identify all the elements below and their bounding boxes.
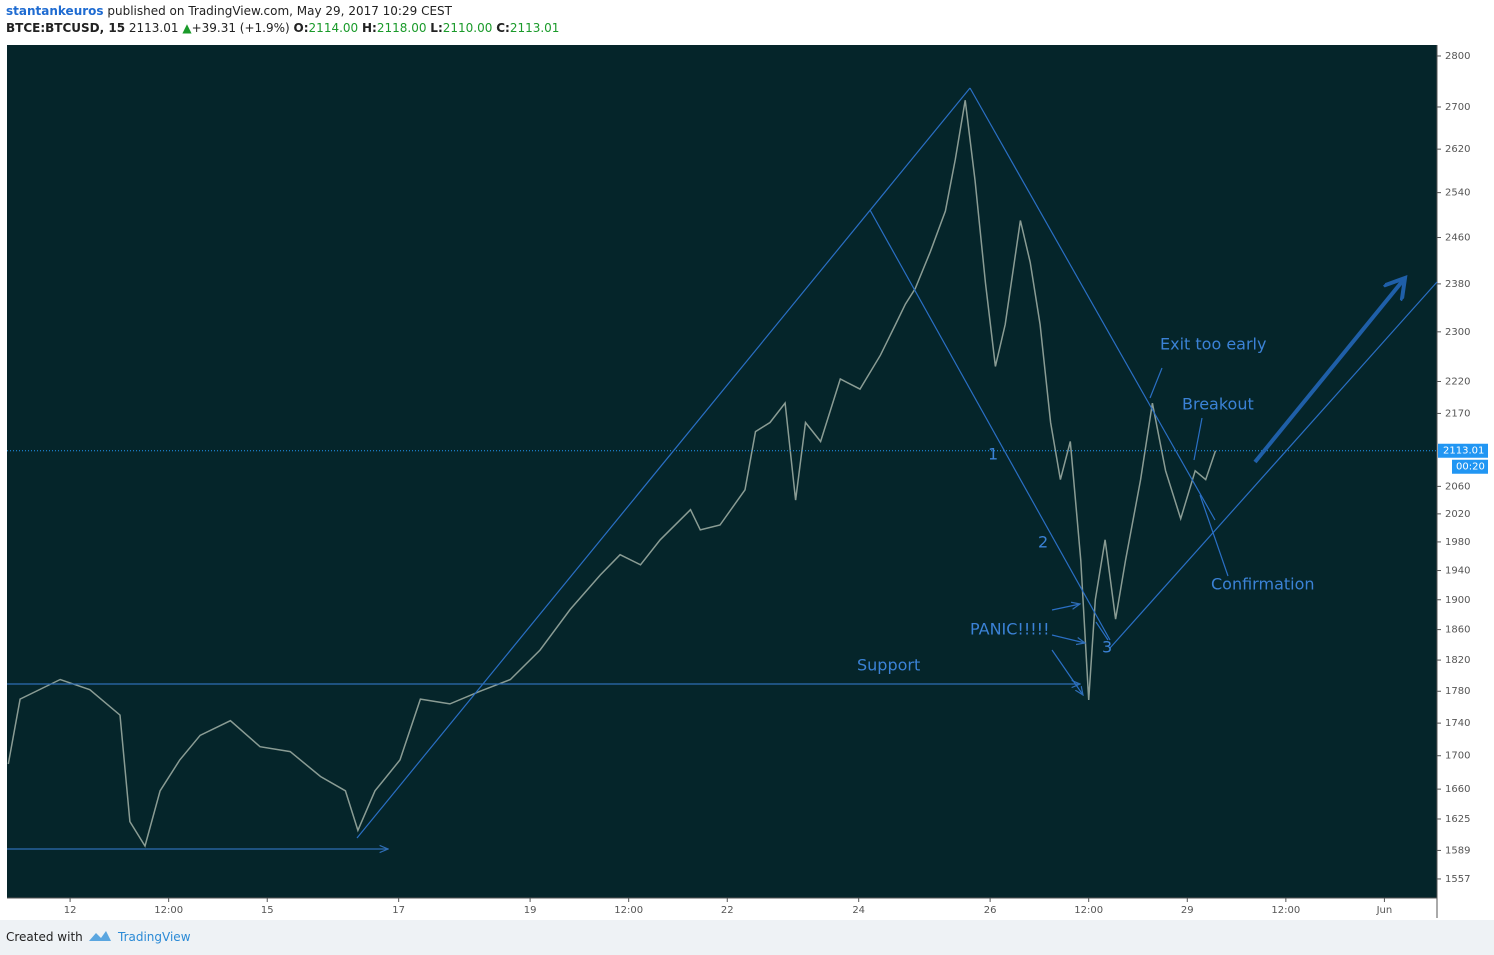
trend-line — [969, 87, 1216, 521]
pointer — [1149, 367, 1163, 399]
header-line-2: BTCE:BTCUSD, 15 2113.01 ▲+39.31 (+1.9%) … — [6, 20, 559, 37]
open: 2114.00 — [308, 21, 359, 35]
y-tick-label: 1625 — [1445, 814, 1470, 825]
price-badge-label: 2113.01 — [1443, 446, 1484, 457]
author[interactable]: stantankeuros — [6, 4, 104, 18]
o-label: O: — [293, 21, 309, 35]
high: 2118.00 — [376, 21, 427, 35]
y-tick-label: 2170 — [1445, 408, 1470, 419]
plot-area — [7, 45, 1437, 898]
x-tick-label: 12 — [64, 905, 77, 916]
x-tick-label: Jun — [1376, 905, 1393, 916]
countdown-label: 00:20 — [1456, 462, 1485, 473]
pointer — [1051, 604, 1080, 611]
price-axis — [1437, 45, 1494, 918]
x-tick-label: 12:00 — [1074, 905, 1103, 916]
x-tick-label: 22 — [721, 905, 734, 916]
plot — [7, 100, 1437, 848]
annotation: 3 — [1102, 638, 1112, 657]
c-label: C: — [496, 21, 510, 35]
y-tick-label: 1557 — [1445, 874, 1470, 885]
published: published on TradingView.com, May 29, 20… — [107, 4, 452, 18]
pointer — [1051, 649, 1083, 695]
header-line-1: stantankeuros published on TradingView.c… — [6, 3, 559, 20]
y-tick-label: 2060 — [1445, 481, 1470, 492]
chart: 2800 2700 2620 2540 2460 2380 2300 2220 2170 2060… — [7, 45, 1494, 918]
trend-line — [1109, 281, 1438, 649]
y-tick-label: 2700 — [1445, 102, 1470, 113]
y-tick-label: 2540 — [1445, 188, 1470, 199]
y-tick-label: 1900 — [1445, 595, 1470, 606]
annotation: Support — [857, 656, 920, 675]
x-tick-label: 15 — [261, 905, 274, 916]
x-tick-label: 17 — [392, 905, 405, 916]
y-tick-label: 1589 — [1445, 845, 1470, 856]
y-tick-label: 1660 — [1445, 784, 1470, 795]
header: stantankeuros published on TradingView.c… — [6, 3, 559, 37]
trend-line — [356, 87, 971, 839]
annotation: 2 — [1038, 533, 1048, 552]
brand[interactable]: TradingView — [118, 930, 191, 944]
pointer — [1199, 494, 1229, 577]
pointer — [1095, 621, 1109, 641]
x-tick-label: 19 — [524, 905, 537, 916]
annotation: Exit too early — [1160, 335, 1266, 354]
y-tick-label: 1820 — [1445, 655, 1470, 666]
price-line — [7, 100, 1217, 848]
footer: Created with TradingView — [0, 920, 1494, 955]
y-tick-label: 2460 — [1445, 233, 1470, 244]
annotation: 1 — [988, 445, 998, 464]
y-tick-label: 2800 — [1445, 51, 1470, 62]
change: +39.31 (+1.9%) — [191, 21, 290, 35]
l-label: L: — [430, 21, 443, 35]
annotation: PANIC!!!!! — [970, 620, 1050, 639]
y-tick-label: 1700 — [1445, 751, 1470, 762]
x-tick-label: 12:00 — [614, 905, 643, 916]
drawings — [7, 87, 1438, 849]
pointer — [1051, 634, 1085, 643]
close: 2113.01 — [509, 21, 560, 35]
pointer — [1193, 417, 1203, 461]
x-tick-label: 12:00 — [154, 905, 183, 916]
y-tick-label: 2020 — [1445, 509, 1470, 520]
y-tick-label: 1780 — [1445, 686, 1470, 697]
annotation: Breakout — [1182, 395, 1254, 414]
up-icon: ▲ — [182, 21, 192, 35]
x-tick-label: 24 — [852, 905, 865, 916]
last: 2113.01 — [128, 21, 179, 35]
y-tick-label: 2220 — [1445, 376, 1470, 387]
logo — [89, 931, 111, 941]
y-tick-label: 2620 — [1445, 144, 1470, 155]
h-label: H: — [362, 21, 377, 35]
trend-line — [869, 209, 1111, 641]
y-tick-label: 2300 — [1445, 327, 1470, 338]
created-with: Created with — [6, 930, 83, 944]
y-tick-label: 1940 — [1445, 566, 1470, 577]
low: 2110.00 — [442, 21, 493, 35]
y-tick-label: 1860 — [1445, 625, 1470, 636]
x-tick-label: 26 — [984, 905, 997, 916]
big-arrow — [1253, 278, 1405, 464]
y-tick-label: 1980 — [1445, 537, 1470, 548]
price-badge — [1438, 443, 1488, 458]
symbol: BTCE:BTCUSD, 15 — [6, 21, 126, 35]
y-tick-label: 2380 — [1445, 279, 1470, 290]
countdown-badge — [1452, 459, 1488, 474]
x-tick-label: 29 — [1181, 905, 1194, 916]
x-tick-label: 12:00 — [1271, 905, 1300, 916]
y-tick-label: 1740 — [1445, 718, 1470, 729]
annotation: Confirmation — [1211, 575, 1315, 594]
